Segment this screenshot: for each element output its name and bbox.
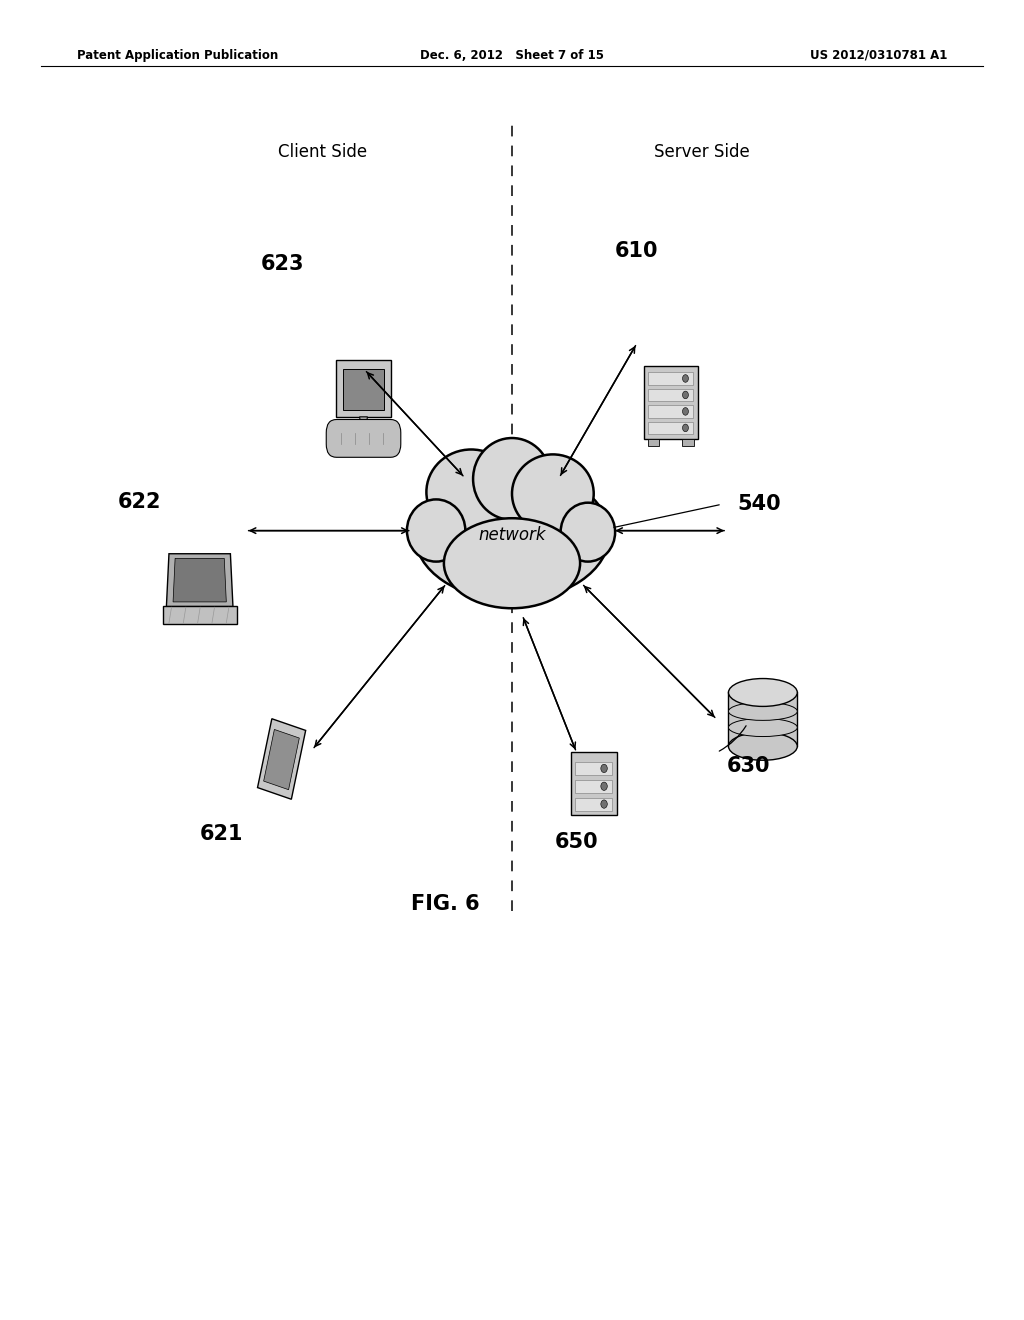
Ellipse shape: [473, 438, 551, 520]
Polygon shape: [359, 417, 368, 426]
Ellipse shape: [728, 733, 798, 760]
Ellipse shape: [512, 454, 594, 533]
Circle shape: [683, 424, 688, 432]
FancyBboxPatch shape: [575, 797, 612, 810]
Ellipse shape: [561, 503, 615, 561]
Text: 650: 650: [555, 832, 599, 853]
FancyBboxPatch shape: [163, 606, 237, 624]
FancyBboxPatch shape: [343, 368, 384, 411]
Ellipse shape: [426, 450, 516, 535]
FancyBboxPatch shape: [337, 360, 390, 417]
FancyBboxPatch shape: [648, 421, 693, 434]
Circle shape: [601, 764, 607, 772]
Text: FIG. 6: FIG. 6: [411, 894, 480, 915]
Circle shape: [683, 408, 688, 416]
FancyBboxPatch shape: [575, 780, 612, 793]
Text: US 2012/0310781 A1: US 2012/0310781 A1: [810, 49, 947, 62]
Polygon shape: [166, 554, 233, 607]
Ellipse shape: [407, 499, 465, 561]
Ellipse shape: [444, 519, 580, 609]
FancyBboxPatch shape: [648, 405, 693, 417]
Ellipse shape: [473, 438, 551, 520]
FancyBboxPatch shape: [682, 440, 694, 446]
Text: network: network: [478, 525, 546, 544]
Polygon shape: [263, 730, 299, 789]
FancyBboxPatch shape: [648, 388, 693, 401]
FancyBboxPatch shape: [575, 762, 612, 775]
Ellipse shape: [512, 454, 594, 533]
FancyBboxPatch shape: [644, 367, 697, 440]
Ellipse shape: [561, 503, 615, 561]
FancyBboxPatch shape: [571, 752, 616, 814]
Text: Server Side: Server Side: [653, 143, 750, 161]
Text: 623: 623: [261, 253, 304, 275]
Text: 630: 630: [727, 755, 770, 776]
Text: 610: 610: [614, 240, 657, 261]
Ellipse shape: [728, 718, 798, 737]
Ellipse shape: [415, 469, 609, 601]
Polygon shape: [257, 718, 306, 800]
FancyBboxPatch shape: [728, 693, 798, 746]
Circle shape: [601, 781, 607, 791]
Ellipse shape: [728, 702, 798, 721]
Ellipse shape: [415, 469, 609, 601]
FancyBboxPatch shape: [327, 420, 400, 457]
Ellipse shape: [407, 499, 465, 561]
Text: 622: 622: [118, 491, 161, 512]
Text: 540: 540: [737, 494, 781, 515]
Ellipse shape: [728, 678, 798, 706]
Circle shape: [601, 800, 607, 808]
FancyBboxPatch shape: [648, 372, 693, 385]
Circle shape: [683, 391, 688, 399]
Ellipse shape: [426, 450, 516, 535]
Ellipse shape: [444, 519, 580, 609]
Text: Patent Application Publication: Patent Application Publication: [77, 49, 279, 62]
FancyBboxPatch shape: [346, 425, 381, 432]
FancyBboxPatch shape: [647, 440, 659, 446]
Text: Dec. 6, 2012   Sheet 7 of 15: Dec. 6, 2012 Sheet 7 of 15: [420, 49, 604, 62]
Polygon shape: [173, 558, 226, 602]
Text: 621: 621: [200, 824, 243, 845]
Text: Client Side: Client Side: [278, 143, 368, 161]
Circle shape: [683, 375, 688, 383]
